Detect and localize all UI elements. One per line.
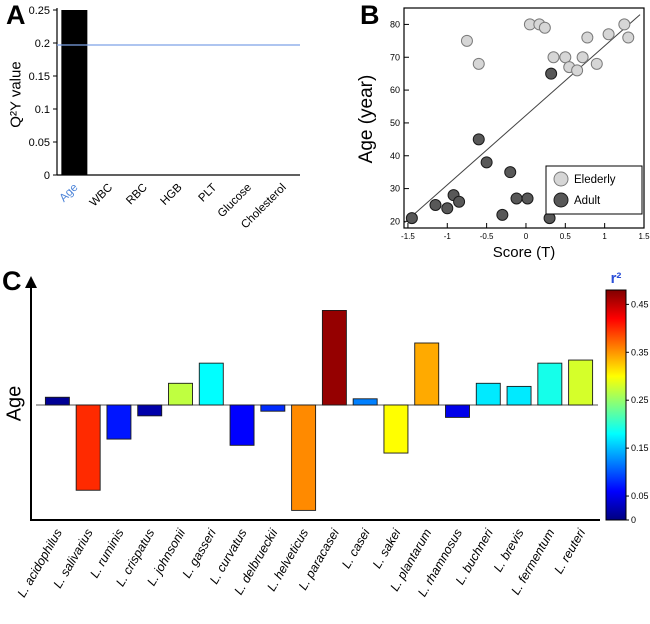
b-point-adult bbox=[480, 156, 493, 169]
colorbar-title: r² bbox=[610, 270, 622, 287]
panel-c-letter: C bbox=[2, 266, 22, 296]
a-y-tick-label: 0.2 bbox=[35, 38, 50, 50]
panel-c: C Age L. acidophilus L. salivarius L. rumi… bbox=[0, 266, 650, 624]
a-y-tick-label: 0.1 bbox=[35, 104, 50, 116]
b-point-elederly bbox=[571, 64, 584, 77]
a-x-tick-label: Age bbox=[58, 182, 81, 205]
a-x-tick-label: HGB bbox=[159, 181, 185, 207]
b-point-adult bbox=[441, 202, 454, 215]
b-legend-label: Adult bbox=[574, 195, 601, 207]
panel-b-xlabel: Score (T) bbox=[492, 244, 556, 261]
panel-a-ylabel: Q²Y value bbox=[7, 61, 25, 128]
c-bar bbox=[383, 404, 409, 454]
b-point-adult bbox=[545, 67, 558, 80]
a-y-tick-label: 0.15 bbox=[29, 71, 50, 83]
c-colorbar-tick-label: 0.05 bbox=[631, 491, 649, 501]
b-legend-label: Elederly bbox=[574, 174, 616, 186]
panel-b-ylabel: Age (year) bbox=[356, 74, 377, 164]
b-point-elederly bbox=[576, 51, 589, 64]
b-point-adult bbox=[405, 212, 418, 225]
b-point-elederly bbox=[460, 34, 473, 47]
a-x-tick-label: PLT bbox=[197, 182, 220, 205]
a-x-tick-label: WBC bbox=[88, 182, 115, 209]
c-y-axis-arrow bbox=[25, 276, 37, 288]
b-y-tick-label: 20 bbox=[390, 216, 400, 226]
b-point-elederly bbox=[618, 18, 631, 31]
b-point-adult bbox=[496, 208, 509, 221]
c-bar bbox=[44, 396, 70, 406]
b-x-tick-label: 0 bbox=[524, 232, 529, 241]
c-bar bbox=[568, 359, 594, 406]
c-colorbar bbox=[605, 289, 627, 521]
b-point-elederly bbox=[602, 28, 615, 41]
c-bar bbox=[260, 404, 286, 412]
c-bar bbox=[198, 362, 224, 406]
a-bar bbox=[61, 10, 88, 175]
b-x-tick-label: -1.5 bbox=[401, 232, 415, 241]
c-bar bbox=[291, 404, 317, 511]
panel-b: B Age (year) -1.5 -1 -0.5 0 0.5 1 1.5 20 30 40 50 6… bbox=[350, 0, 650, 270]
c-bar bbox=[352, 398, 378, 406]
c-bar bbox=[321, 310, 347, 406]
c-bar bbox=[229, 404, 255, 446]
b-y-tick-label: 30 bbox=[390, 184, 400, 194]
c-bar bbox=[506, 385, 532, 406]
b-y-tick-label: 70 bbox=[390, 52, 400, 62]
b-point-elederly bbox=[581, 31, 594, 44]
b-point-elederly bbox=[590, 57, 603, 70]
b-x-tick-label: -1 bbox=[444, 232, 452, 241]
c-colorbar-tick-label: 0.15 bbox=[631, 443, 649, 453]
c-x-tick-label: L. reuteri bbox=[551, 525, 588, 576]
c-x-tick-label: L. sakei bbox=[370, 525, 404, 570]
b-point-adult bbox=[504, 166, 517, 179]
a-y-tick-label: 0.25 bbox=[29, 5, 50, 17]
b-point-adult bbox=[472, 133, 485, 146]
c-bar bbox=[137, 404, 163, 417]
b-point-elederly bbox=[547, 51, 560, 64]
b-x-tick-label: 1 bbox=[602, 232, 607, 241]
b-x-tick-label: 1.5 bbox=[638, 232, 650, 241]
b-x-tick-label: 0.5 bbox=[560, 232, 572, 241]
b-point-adult bbox=[521, 192, 534, 205]
b-legend-marker bbox=[553, 192, 569, 208]
c-colorbar-tick-label: 0 bbox=[631, 515, 636, 525]
b-point-elederly bbox=[472, 57, 485, 70]
b-y-tick-label: 50 bbox=[390, 118, 400, 128]
panel-b-letter: B bbox=[360, 0, 380, 30]
panel-a-letter: A bbox=[6, 0, 26, 30]
a-x-tick-label: RBC bbox=[124, 182, 150, 208]
b-point-adult bbox=[429, 199, 442, 212]
age-score-scatter: -1.5 -1 -0.5 0 0.5 1 1.5 20 30 40 50 60 70 80 Elederly… bbox=[390, 7, 650, 241]
b-point-adult bbox=[453, 195, 466, 208]
panel-a: A Q²Y value 0 0.05 0.1 0.15 0.2 0.25 Age WBC RBC… bbox=[0, 0, 345, 270]
a-y-tick-label: 0 bbox=[44, 170, 50, 182]
a-y-tick-label: 0.05 bbox=[29, 137, 50, 149]
c-colorbar-tick-label: 0.25 bbox=[631, 395, 649, 405]
b-y-tick-label: 80 bbox=[390, 19, 400, 29]
b-point-elederly bbox=[622, 31, 635, 44]
panel-c-ylabel: Age bbox=[3, 385, 26, 422]
b-y-tick-label: 60 bbox=[390, 85, 400, 95]
b-x-tick-label: -0.5 bbox=[480, 232, 494, 241]
c-bar bbox=[106, 404, 132, 440]
b-point-elederly bbox=[538, 21, 551, 34]
c-colorbar-tick-label: 0.45 bbox=[631, 299, 649, 309]
b-point-elederly bbox=[559, 51, 572, 64]
c-bar bbox=[168, 382, 193, 406]
b-legend-marker bbox=[553, 171, 569, 187]
c-bar bbox=[75, 404, 101, 491]
c-x-tick-label: L. casei bbox=[339, 525, 373, 570]
c-bar bbox=[445, 404, 470, 418]
b-y-tick-label: 40 bbox=[390, 151, 400, 161]
b-fit-line bbox=[403, 14, 641, 224]
c-bar bbox=[537, 362, 563, 406]
b-point-adult bbox=[510, 192, 523, 205]
c-bar bbox=[414, 342, 440, 406]
c-colorbar-tick-label: 0.35 bbox=[631, 347, 649, 357]
c-bar bbox=[475, 382, 501, 406]
